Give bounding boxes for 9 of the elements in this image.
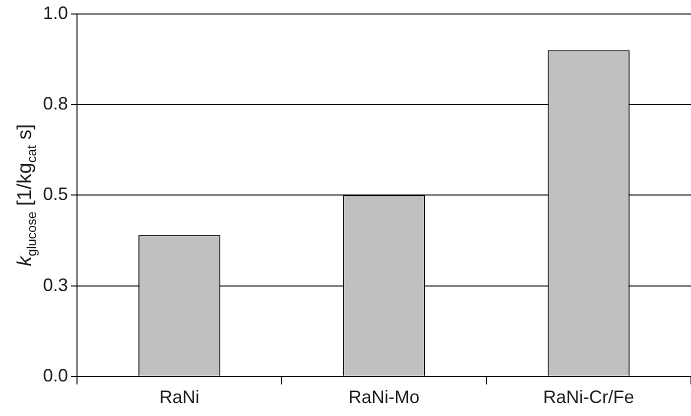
x-tick-label: RaNi <box>159 387 200 408</box>
y-tick-label: 0.5 <box>42 184 68 204</box>
y-tick-label: 1.0 <box>42 2 68 23</box>
y-tick-label: 0.3 <box>42 274 68 295</box>
x-tick-label: RaNi-Mo <box>348 387 420 408</box>
y-tick-label: 0.0 <box>42 365 68 386</box>
y-tick-label: 0.8 <box>42 94 68 114</box>
y-axis-title: kglucose [1/kgcat s] <box>14 124 39 266</box>
x-tick-label: RaNi-Cr/Fe <box>543 387 634 408</box>
